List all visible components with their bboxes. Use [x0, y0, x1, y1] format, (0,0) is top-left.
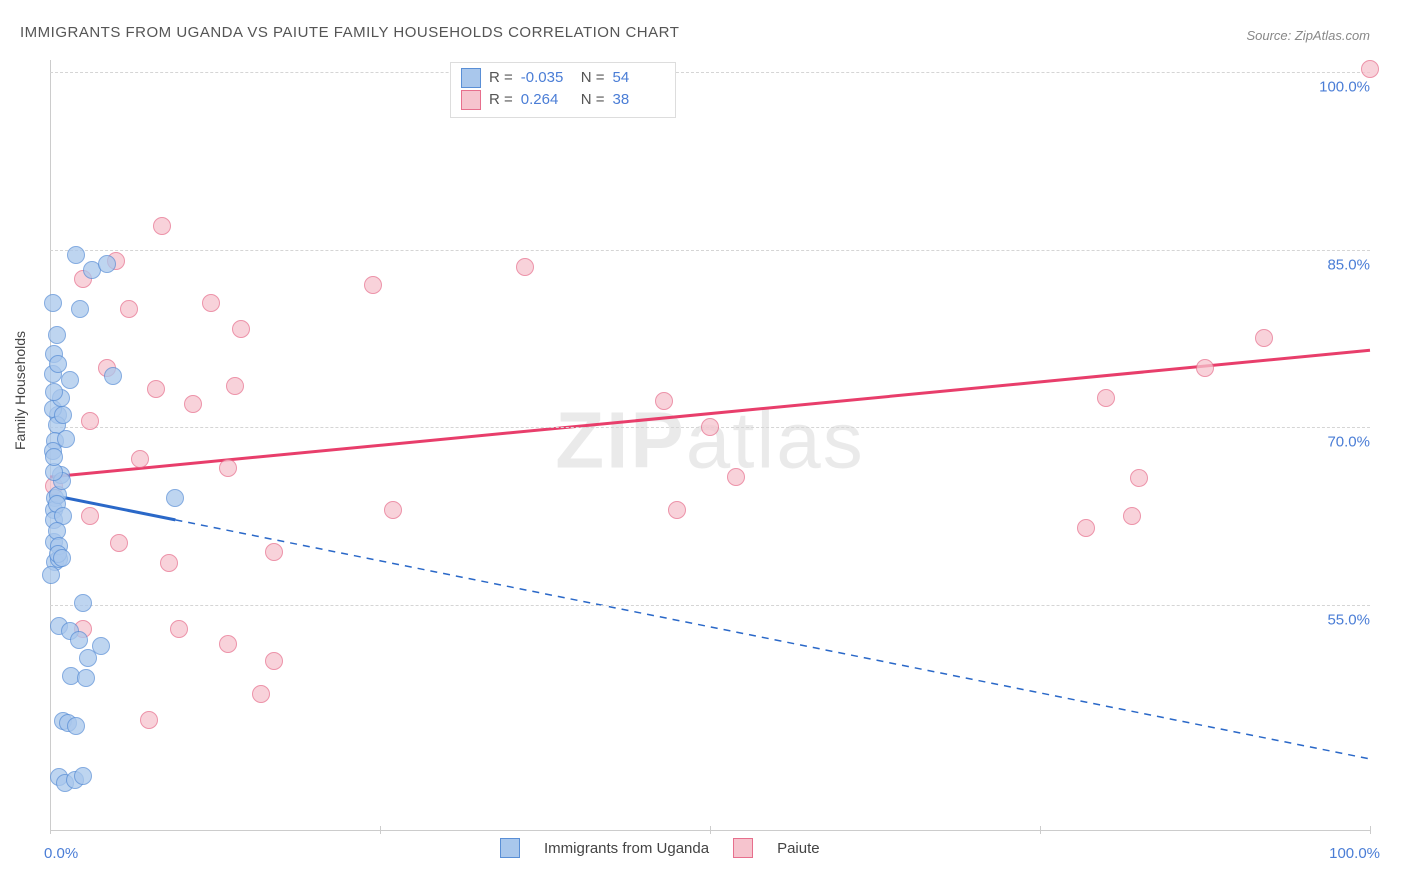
scatter-point-blue — [61, 371, 79, 389]
legend-row-pink: R = 0.264 N = 38 — [461, 89, 665, 111]
legend-label-blue: Immigrants from Uganda — [544, 840, 709, 857]
gridline — [50, 72, 1370, 73]
scatter-point-pink — [1196, 359, 1214, 377]
scatter-point-pink — [202, 294, 220, 312]
watermark: ZIPatlas — [555, 394, 864, 486]
scatter-point-pink — [516, 258, 534, 276]
scatter-point-pink — [232, 320, 250, 338]
legend-correlation: R = -0.035 N = 54 R = 0.264 N = 38 — [450, 62, 676, 118]
scatter-point-blue — [71, 300, 89, 318]
scatter-point-blue — [54, 406, 72, 424]
scatter-point-blue — [67, 246, 85, 264]
scatter-point-pink — [120, 300, 138, 318]
scatter-point-pink — [147, 380, 165, 398]
scatter-point-blue — [48, 326, 66, 344]
y-tick-label: 100.0% — [1290, 78, 1390, 95]
legend-swatch-blue — [461, 68, 481, 88]
scatter-point-pink — [1123, 507, 1141, 525]
scatter-point-pink — [701, 418, 719, 436]
legend-swatch-pink — [461, 90, 481, 110]
y-tick-label: 55.0% — [1290, 611, 1390, 628]
scatter-point-blue — [45, 463, 63, 481]
pink-regression — [50, 350, 1370, 477]
blue-regression-dashed — [175, 520, 1370, 759]
scatter-point-blue — [57, 430, 75, 448]
regression-lines — [50, 60, 1370, 830]
scatter-point-pink — [384, 501, 402, 519]
scatter-point-blue — [67, 717, 85, 735]
watermark-atlas: atlas — [686, 395, 865, 484]
scatter-point-blue — [98, 255, 116, 273]
scatter-point-pink — [1361, 60, 1379, 78]
legend-swatch-blue — [500, 838, 520, 858]
scatter-point-pink — [668, 501, 686, 519]
scatter-point-pink — [170, 620, 188, 638]
scatter-point-pink — [81, 507, 99, 525]
scatter-point-pink — [364, 276, 382, 294]
scatter-point-pink — [81, 412, 99, 430]
scatter-point-pink — [160, 554, 178, 572]
legend-n-label: N = — [581, 67, 605, 89]
scatter-point-blue — [92, 637, 110, 655]
scatter-point-blue — [49, 355, 67, 373]
legend-r-value: -0.035 — [521, 67, 573, 89]
legend-n-value: 54 — [613, 67, 665, 89]
scatter-point-pink — [727, 468, 745, 486]
y-tick-label: 85.0% — [1290, 256, 1390, 273]
scatter-point-pink — [226, 377, 244, 395]
x-tick — [710, 826, 711, 834]
scatter-point-pink — [265, 543, 283, 561]
x-tick — [1040, 826, 1041, 834]
scatter-point-pink — [1097, 389, 1115, 407]
x-tick-label-max: 100.0% — [1329, 845, 1380, 862]
source-label: Source: ZipAtlas.com — [1246, 28, 1370, 43]
chart-title: IMMIGRANTS FROM UGANDA VS PAIUTE FAMILY … — [20, 24, 679, 41]
legend-label-pink: Paiute — [777, 840, 820, 857]
y-axis-label: Family Households — [12, 331, 28, 450]
scatter-point-pink — [655, 392, 673, 410]
legend-r-label: R = — [489, 67, 513, 89]
scatter-point-pink — [265, 652, 283, 670]
scatter-point-pink — [1255, 329, 1273, 347]
legend-swatch-pink — [733, 838, 753, 858]
legend-n-label: N = — [581, 89, 605, 111]
x-tick-label-min: 0.0% — [44, 845, 78, 862]
scatter-point-blue — [53, 549, 71, 567]
x-tick — [380, 826, 381, 834]
scatter-point-pink — [219, 635, 237, 653]
scatter-point-pink — [184, 395, 202, 413]
gridline — [50, 250, 1370, 251]
scatter-point-blue — [45, 448, 63, 466]
scatter-point-blue — [44, 294, 62, 312]
scatter-point-pink — [140, 711, 158, 729]
legend-row-blue: R = -0.035 N = 54 — [461, 67, 665, 89]
scatter-point-blue — [45, 383, 63, 401]
gridline — [50, 605, 1370, 606]
scatter-point-blue — [166, 489, 184, 507]
legend-series: Immigrants from Uganda Paiute — [500, 838, 820, 858]
legend-r-label: R = — [489, 89, 513, 111]
scatter-point-pink — [1130, 469, 1148, 487]
scatter-point-blue — [104, 367, 122, 385]
scatter-point-pink — [1077, 519, 1095, 537]
x-tick — [50, 826, 51, 834]
scatter-point-pink — [252, 685, 270, 703]
scatter-point-blue — [42, 566, 60, 584]
y-tick-label: 70.0% — [1290, 434, 1390, 451]
scatter-point-pink — [110, 534, 128, 552]
x-tick — [1370, 826, 1371, 834]
scatter-point-blue — [70, 631, 88, 649]
legend-r-value: 0.264 — [521, 89, 573, 111]
scatter-point-pink — [219, 459, 237, 477]
scatter-point-blue — [74, 767, 92, 785]
scatter-point-pink — [153, 217, 171, 235]
scatter-point-blue — [77, 669, 95, 687]
legend-n-value: 38 — [613, 89, 665, 111]
scatter-point-blue — [74, 594, 92, 612]
plot-area: ZIPatlas 55.0%70.0%85.0%100.0%0.0%100.0% — [50, 60, 1370, 830]
scatter-point-pink — [131, 450, 149, 468]
